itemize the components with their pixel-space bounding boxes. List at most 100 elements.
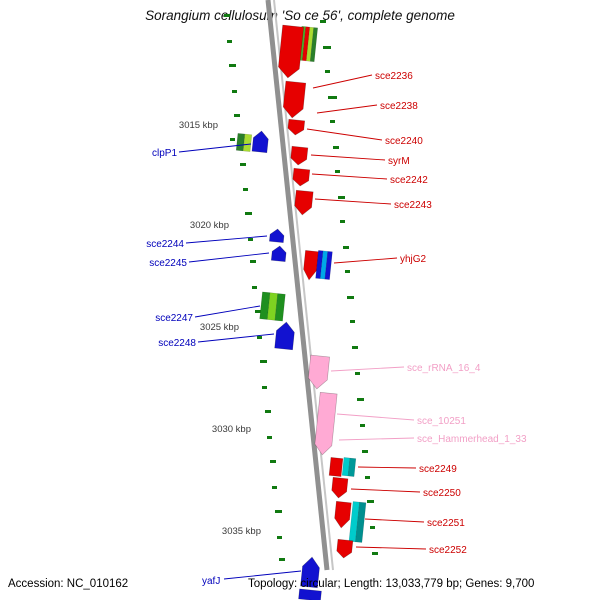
- sce2244-leader-line: [185, 235, 268, 244]
- genome-info-text: Topology: circular; Length: 13,033,779 b…: [248, 578, 535, 590]
- gene-label-sce2245[interactable]: sce2245: [149, 258, 187, 269]
- gene-label-sce_Hammerhead_1_33[interactable]: sce_Hammerhead_1_33: [417, 434, 527, 445]
- syrM-leader-line: [310, 154, 386, 161]
- page-title: Sorangium cellulosum 'So ce 56', complet…: [145, 8, 455, 23]
- sce2242-glyph[interactable]: [292, 167, 311, 187]
- sce2236-glyph[interactable]: [277, 24, 304, 79]
- feature-tick: [272, 486, 277, 489]
- position-label: 3025 kbp: [200, 322, 239, 333]
- feature-tick: [279, 558, 285, 561]
- sce2249-glyph-1[interactable]: [341, 457, 357, 477]
- feature-tick: [275, 510, 282, 513]
- position-label: 3035 kbp: [222, 526, 261, 537]
- feature-tick: [230, 138, 235, 141]
- gene-label-sce_10251[interactable]: sce_10251: [417, 416, 466, 427]
- clpP1-glyph-stripe: [242, 133, 253, 152]
- sce2243-glyph[interactable]: [294, 189, 314, 216]
- gene-label-yafJ[interactable]: yafJ: [202, 576, 220, 587]
- syrM-glyph[interactable]: [290, 145, 309, 166]
- sce_10251-glyph[interactable]: [314, 391, 338, 456]
- sce2248-leader-line: [197, 333, 275, 343]
- clpP1-glyph-1[interactable]: [251, 130, 269, 154]
- feature-tick: [320, 20, 326, 23]
- feature-tick: [360, 424, 365, 427]
- status-bar: Accession: NC_010162 Topology: circular;…: [0, 568, 600, 600]
- position-label: 3015 kbp: [179, 120, 218, 131]
- striped-feature-top-stripe: [310, 27, 318, 62]
- feature-tick: [330, 120, 335, 123]
- gene-label-sce2251[interactable]: sce2251: [427, 518, 465, 529]
- feature-tick: [240, 163, 246, 166]
- clpP1-glyph[interactable]: [235, 133, 253, 152]
- feature-tick: [224, 14, 230, 17]
- feature-tick: [352, 346, 358, 349]
- feature-tick: [347, 296, 354, 299]
- feature-tick: [338, 196, 345, 199]
- feature-tick: [372, 552, 378, 555]
- sce2248-glyph[interactable]: [274, 321, 296, 351]
- yhjG2-leader-line: [333, 257, 398, 264]
- sce_rRNA_16_4-leader-line: [330, 366, 405, 372]
- accession-text: Accession: NC_010162: [8, 578, 129, 590]
- feature-tick: [262, 386, 267, 389]
- gene-label-sce2240[interactable]: sce2240: [385, 136, 423, 147]
- feature-tick: [229, 64, 236, 67]
- sce2247-glyph[interactable]: [259, 291, 286, 322]
- sce2252-leader-line: [355, 546, 427, 550]
- gene-label-clpP1[interactable]: clpP1: [152, 148, 177, 159]
- sce2247-glyph-stripe: [267, 292, 278, 321]
- feature-tick: [343, 246, 349, 249]
- feature-tick: [270, 460, 276, 463]
- gene-label-syrM[interactable]: syrM: [388, 156, 410, 167]
- feature-tick: [245, 212, 252, 215]
- feature-tick: [260, 360, 267, 363]
- gene-label-sce2249[interactable]: sce2249: [419, 464, 457, 475]
- sce_rRNA_16_4-glyph[interactable]: [307, 354, 330, 390]
- yhjG2-glyph-1[interactable]: [315, 250, 333, 280]
- gene-label-sce2238[interactable]: sce2238: [380, 101, 418, 112]
- feature-tick: [257, 336, 262, 339]
- sce2251-glyph[interactable]: [334, 500, 352, 529]
- feature-tick: [277, 536, 282, 539]
- feature-tick: [250, 260, 256, 263]
- feature-tick: [350, 320, 355, 323]
- sce2240-glyph[interactable]: [287, 118, 306, 136]
- feature-tick: [265, 410, 271, 413]
- sce2249-glyph[interactable]: [328, 457, 344, 477]
- genome-axis-line-secondary: [273, 0, 334, 571]
- sce2251-glyph-1[interactable]: [348, 501, 367, 543]
- yafJ-glyph[interactable]: [300, 556, 321, 589]
- gene-label-sce2252[interactable]: sce2252: [429, 545, 467, 556]
- feature-tick: [267, 436, 272, 439]
- yhjG2-glyph-1-stripe: [324, 251, 333, 280]
- feature-tick: [362, 450, 368, 453]
- sce2244-glyph[interactable]: [269, 228, 285, 244]
- position-label: 3030 kbp: [212, 424, 251, 435]
- feature-tick: [370, 526, 375, 529]
- clpP1-leader-line: [178, 143, 252, 153]
- feature-tick: [333, 146, 339, 149]
- gene-label-yhjG2[interactable]: yhjG2: [400, 254, 427, 265]
- yhjG2-glyph[interactable]: [303, 250, 319, 281]
- gene-label-sce2236[interactable]: sce2236: [375, 71, 413, 82]
- gene-label-sce_rRNA_16_4[interactable]: sce_rRNA_16_4: [407, 363, 481, 374]
- gene-label-sce2250[interactable]: sce2250: [423, 488, 461, 499]
- gene-label-sce2242[interactable]: sce2242: [390, 175, 428, 186]
- feature-tick: [255, 310, 261, 313]
- sce2250-leader-line: [350, 488, 421, 493]
- genome-axis-line: [265, 0, 330, 571]
- sce2245-leader-line: [188, 252, 270, 263]
- sce2252-glyph[interactable]: [336, 538, 354, 559]
- sce2249-glyph-1-stripe: [347, 457, 357, 477]
- gene-label-sce2244[interactable]: sce2244: [146, 239, 184, 250]
- sce2245-glyph[interactable]: [270, 245, 287, 263]
- gene-label-sce2248[interactable]: sce2248: [158, 338, 196, 349]
- gene-label-sce2243[interactable]: sce2243: [394, 200, 432, 211]
- feature-tick: [234, 114, 240, 117]
- sce2247-leader-line: [194, 305, 261, 318]
- sce2238-glyph[interactable]: [282, 80, 307, 119]
- gene-label-sce2247[interactable]: sce2247: [155, 313, 193, 324]
- sce2250-glyph[interactable]: [331, 476, 349, 499]
- feature-tick: [232, 90, 237, 93]
